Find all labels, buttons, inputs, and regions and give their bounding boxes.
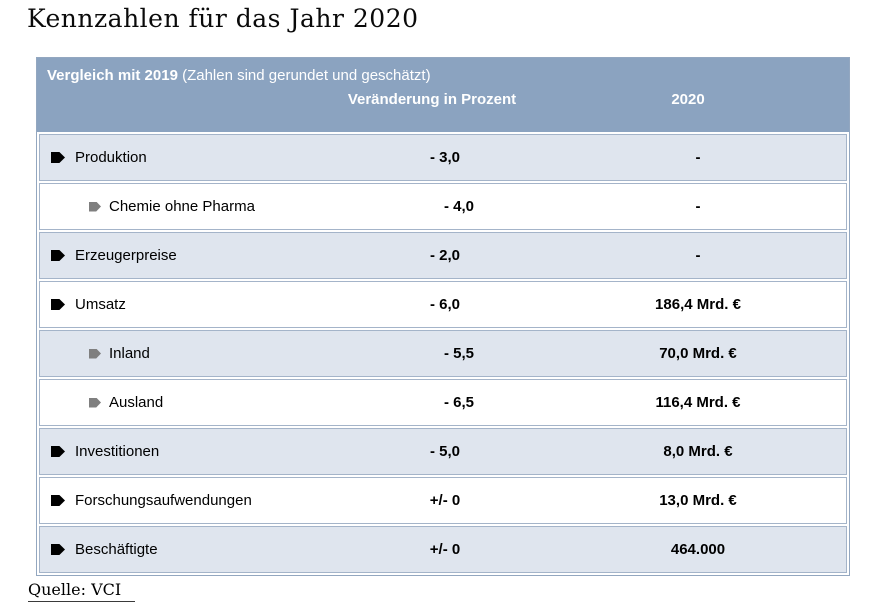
table-column-headers: Veränderung in Prozent 2020 — [47, 91, 839, 108]
bullet-icon — [51, 299, 65, 310]
table-row: Beschäftigte +/- 0 464.000 — [39, 526, 847, 573]
bullet-icon — [89, 348, 101, 359]
row-value: 70,0 Mrd. € — [659, 345, 737, 362]
row-percent: - 6,0 — [429, 296, 460, 313]
row-value: - — [695, 247, 701, 264]
kpi-table: Vergleich mit 2019 (Zahlen sind gerundet… — [36, 57, 850, 576]
row-percent: - 5,5 — [443, 345, 474, 362]
row-label: Investitionen — [75, 443, 160, 460]
bullet-icon — [89, 201, 101, 212]
row-label-cell: Erzeugerpreise — [40, 247, 340, 264]
row-percent: +/- 0 — [429, 492, 461, 509]
row-label-cell: Inland — [40, 345, 340, 362]
row-percent: - 6,5 — [443, 394, 474, 411]
row-label: Inland — [109, 345, 150, 362]
row-label-cell: Forschungsaufwendungen — [40, 492, 340, 509]
bullet-icon — [89, 397, 101, 408]
column-header-spacer — [47, 91, 327, 108]
row-percent: - 2,0 — [429, 247, 460, 264]
table-row: Erzeugerpreise - 2,0 - — [39, 232, 847, 279]
row-value: 116,4 Mrd. € — [655, 394, 741, 411]
table-row: Ausland - 6,5 116,4 Mrd. € — [39, 379, 847, 426]
row-value: 464.000 — [670, 541, 726, 558]
bullet-icon — [51, 152, 65, 163]
bullet-icon — [51, 544, 65, 555]
row-label-cell: Beschäftigte — [40, 541, 340, 558]
table-row: Investitionen - 5,0 8,0 Mrd. € — [39, 428, 847, 475]
row-label: Erzeugerpreise — [75, 247, 177, 264]
bullet-icon — [51, 250, 65, 261]
row-value: - — [695, 149, 701, 166]
row-label-cell: Chemie ohne Pharma — [40, 198, 340, 215]
table-body: Produktion - 3,0 - Chemie ohne Pharma - … — [37, 132, 849, 575]
table-row: Forschungsaufwendungen +/- 0 13,0 Mrd. € — [39, 477, 847, 524]
table-row: Inland - 5,5 70,0 Mrd. € — [39, 330, 847, 377]
source-note: Quelle: VCI — [28, 580, 136, 602]
row-label: Ausland — [109, 394, 164, 411]
row-label: Produktion — [75, 149, 147, 166]
row-label: Forschungsaufwendungen — [75, 492, 252, 509]
header-compare-note: (Zahlen sind gerundet und geschätzt) — [177, 67, 431, 84]
row-label-cell: Produktion — [40, 149, 340, 166]
bullet-icon — [51, 495, 65, 506]
row-label-cell: Ausland — [40, 394, 340, 411]
row-label: Umsatz — [75, 296, 126, 313]
row-label-cell: Umsatz — [40, 296, 340, 313]
table-row: Chemie ohne Pharma - 4,0 - — [39, 183, 847, 230]
row-value: 13,0 Mrd. € — [659, 492, 737, 509]
row-value: 186,4 Mrd. € — [655, 296, 741, 313]
column-header-percent: Veränderung in Prozent — [347, 91, 517, 108]
row-value: - — [695, 198, 701, 215]
header-compare-title: Vergleich mit 2019 — [47, 67, 178, 84]
bullet-icon — [51, 446, 65, 457]
row-label-cell: Investitionen — [40, 443, 340, 460]
table-header: Vergleich mit 2019 (Zahlen sind gerundet… — [37, 58, 849, 132]
row-percent: - 5,0 — [429, 443, 460, 460]
page-title: Kennzahlen für das Jahr 2020 — [27, 4, 419, 33]
row-value: 8,0 Mrd. € — [663, 443, 733, 460]
row-label: Chemie ohne Pharma — [109, 198, 255, 215]
table-row: Produktion - 3,0 - — [39, 134, 847, 181]
row-percent: - 3,0 — [429, 149, 460, 166]
table-row: Umsatz - 6,0 186,4 Mrd. € — [39, 281, 847, 328]
row-percent: +/- 0 — [429, 541, 461, 558]
table-header-caption: Vergleich mit 2019 (Zahlen sind gerundet… — [47, 67, 839, 84]
row-label: Beschäftigte — [75, 541, 158, 558]
row-percent: - 4,0 — [443, 198, 474, 215]
column-header-2020: 2020 — [671, 91, 705, 108]
